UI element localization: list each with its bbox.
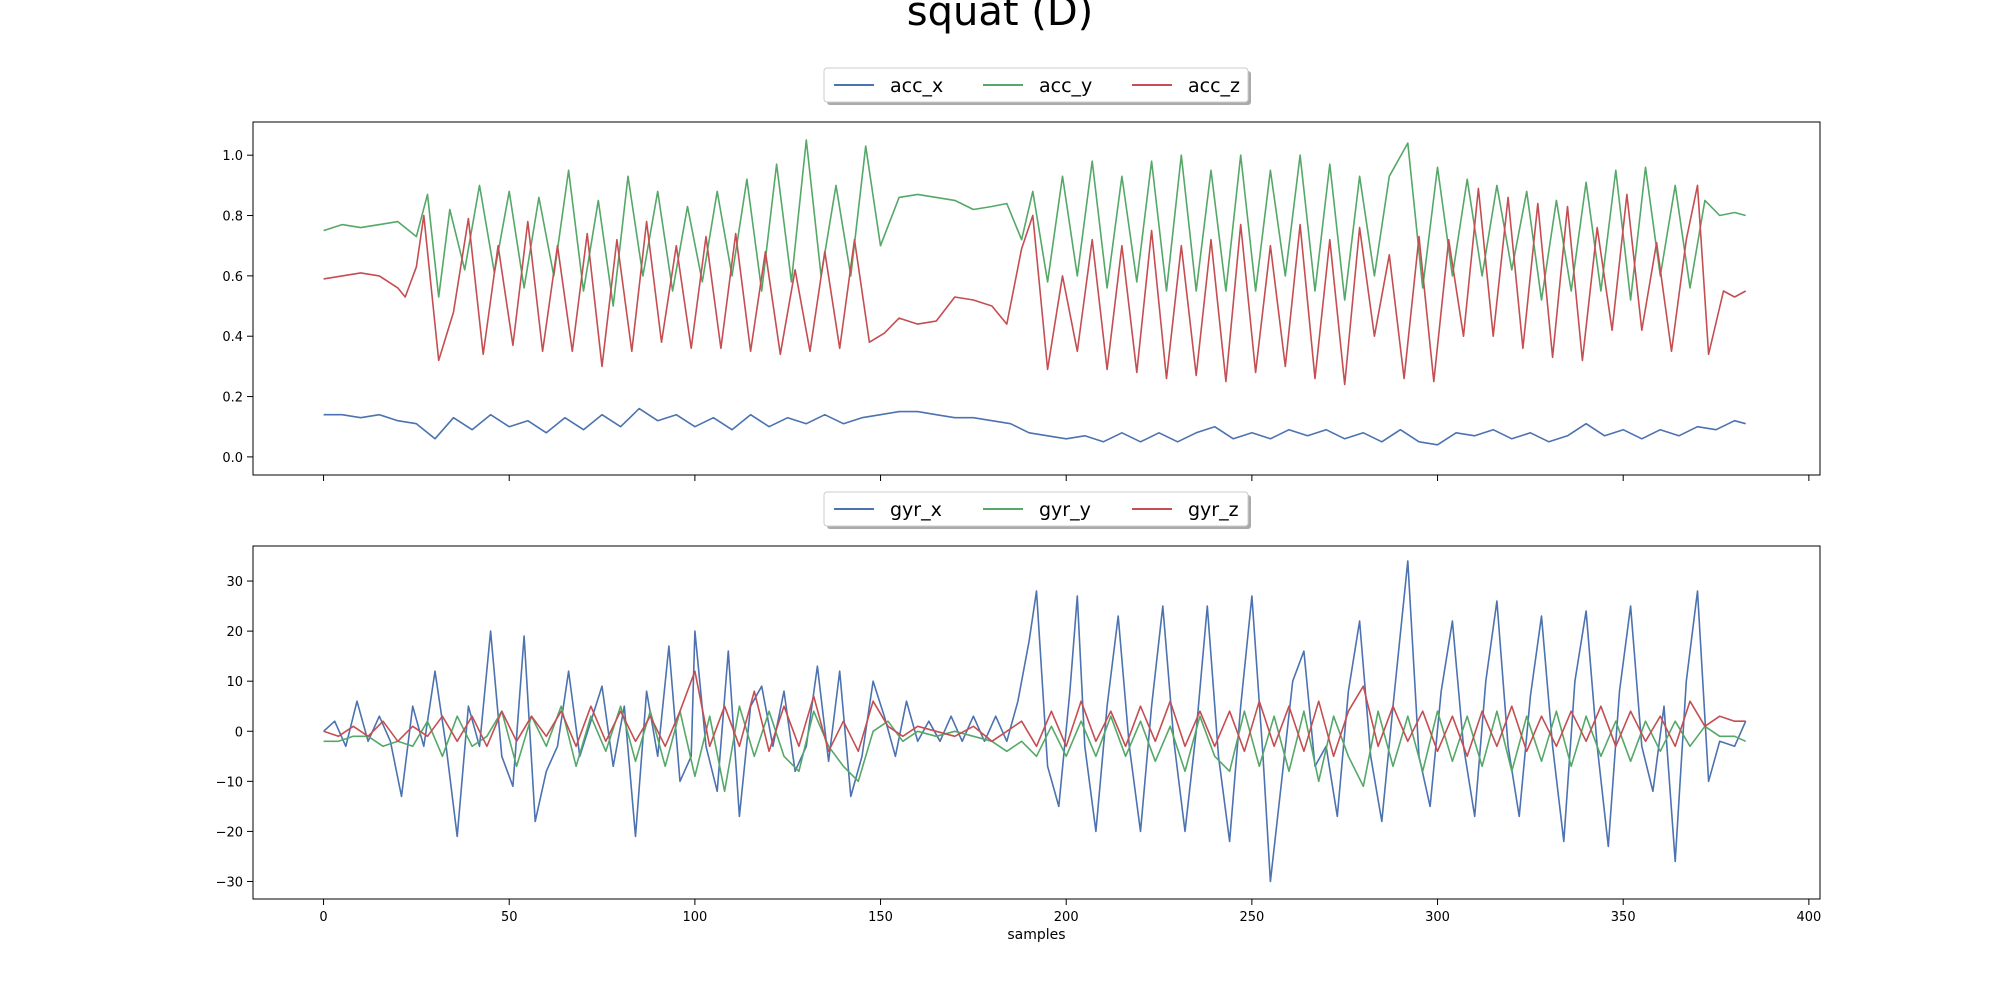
legend-label-acc_y: acc_y — [1039, 75, 1092, 97]
legend-label-gyr_z: gyr_z — [1188, 499, 1239, 521]
legend-label-gyr_y: gyr_y — [1039, 499, 1091, 521]
y-tick-label: 0.2 — [222, 391, 243, 406]
series-line-acc_x — [323, 407, 1746, 446]
accelerometer-panel: 0.0 0.2 0.4 0.6 0.8 1.0 acc_x acc_y acc_z — [222, 67, 1821, 481]
series-line-gyr_y — [323, 705, 1747, 793]
y-tick-label: 20 — [226, 625, 243, 640]
y-tick-label: 0.0 — [222, 451, 243, 466]
x-tick-label: 200 — [1054, 910, 1079, 925]
x-tick-label: 400 — [1796, 910, 1821, 925]
legend-box — [823, 67, 1249, 103]
legend: gyr_x gyr_y gyr_z — [823, 491, 1251, 529]
legend-label-acc_z: acc_z — [1188, 75, 1240, 97]
x-tick-label: 300 — [1425, 910, 1450, 925]
chart-title: squat (D) — [907, 0, 1094, 35]
y-tick-label: 0.4 — [222, 330, 243, 345]
x-tick-label: 250 — [1239, 910, 1264, 925]
y-tick-label: 0.6 — [222, 270, 243, 285]
series-line-gyr_z — [323, 670, 1746, 758]
y-tick-label: 0.8 — [222, 210, 243, 225]
y-tick-label: −30 — [216, 875, 243, 890]
x-tick-label: 100 — [682, 910, 707, 925]
series-line-acc_z — [323, 184, 1747, 386]
y-tick-label: 30 — [226, 575, 243, 590]
legend: acc_x acc_y acc_z — [823, 67, 1251, 105]
y-tick-label: −20 — [216, 825, 243, 840]
x-tick-label: 150 — [868, 910, 893, 925]
y-tick-label: −10 — [216, 775, 243, 790]
legend-label-acc_x: acc_x — [890, 75, 943, 97]
y-tick-label: 1.0 — [222, 149, 243, 164]
x-tick-label: 50 — [501, 910, 518, 925]
plot-frame — [252, 121, 1821, 476]
x-axis-label: samples — [1007, 927, 1065, 943]
legend-label-gyr_x: gyr_x — [890, 499, 942, 521]
x-tick-label: 0 — [319, 910, 327, 925]
series-line-gyr_x — [323, 560, 1747, 883]
plot-frame — [252, 545, 1821, 900]
x-tick-label: 350 — [1611, 910, 1636, 925]
legend-box — [823, 491, 1249, 527]
y-tick-label: 0 — [235, 725, 243, 740]
series-line-acc_y — [323, 139, 1746, 307]
y-tick-label: 10 — [226, 675, 243, 690]
